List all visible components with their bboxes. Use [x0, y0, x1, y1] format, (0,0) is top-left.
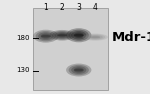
Ellipse shape — [74, 32, 84, 38]
Ellipse shape — [50, 30, 75, 41]
Ellipse shape — [90, 36, 100, 38]
Text: 130: 130 — [16, 67, 29, 74]
Ellipse shape — [55, 32, 70, 38]
Ellipse shape — [57, 34, 67, 36]
Ellipse shape — [69, 65, 89, 75]
Ellipse shape — [41, 34, 51, 39]
Text: Mdr-1: Mdr-1 — [112, 31, 150, 44]
Ellipse shape — [52, 31, 72, 39]
Ellipse shape — [88, 35, 103, 39]
Ellipse shape — [33, 30, 58, 43]
Ellipse shape — [71, 66, 86, 74]
Ellipse shape — [66, 28, 91, 42]
Ellipse shape — [83, 34, 108, 41]
Ellipse shape — [57, 33, 67, 37]
Ellipse shape — [36, 31, 56, 41]
Text: 2: 2 — [60, 3, 65, 12]
Ellipse shape — [74, 34, 84, 37]
Bar — [33, 8, 108, 90]
Ellipse shape — [74, 69, 84, 71]
Text: 180: 180 — [16, 35, 29, 41]
Ellipse shape — [41, 35, 51, 38]
Text: 1: 1 — [43, 3, 48, 12]
Ellipse shape — [74, 67, 84, 73]
Ellipse shape — [69, 30, 89, 41]
Ellipse shape — [71, 31, 86, 39]
Text: 3: 3 — [76, 3, 81, 12]
Ellipse shape — [85, 34, 105, 40]
Ellipse shape — [90, 36, 100, 39]
Ellipse shape — [66, 64, 91, 77]
Ellipse shape — [38, 32, 53, 40]
Text: 4: 4 — [93, 3, 98, 12]
